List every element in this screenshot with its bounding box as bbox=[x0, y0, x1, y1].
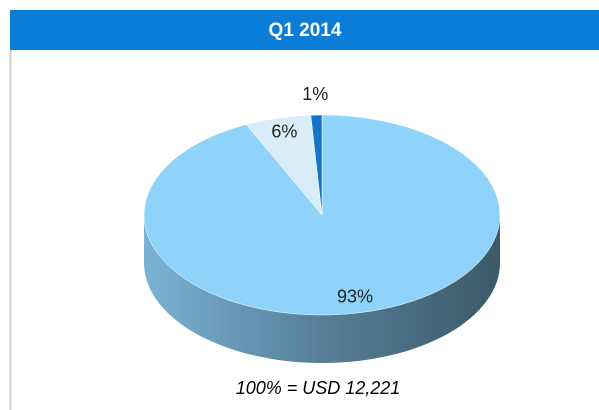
data-label: 93% bbox=[337, 287, 373, 307]
data-label: 6% bbox=[271, 121, 297, 141]
header-bar bbox=[10, 10, 599, 50]
data-label: 1% bbox=[302, 84, 328, 104]
total-note: 100% = USD 12,221 bbox=[236, 378, 401, 398]
pie-slice bbox=[143, 114, 501, 316]
pie-slice bbox=[310, 114, 323, 216]
pie: 93% 6%1% bbox=[143, 84, 501, 363]
chart-title: Q1 2014 bbox=[269, 20, 342, 41]
pie-side bbox=[144, 215, 500, 363]
